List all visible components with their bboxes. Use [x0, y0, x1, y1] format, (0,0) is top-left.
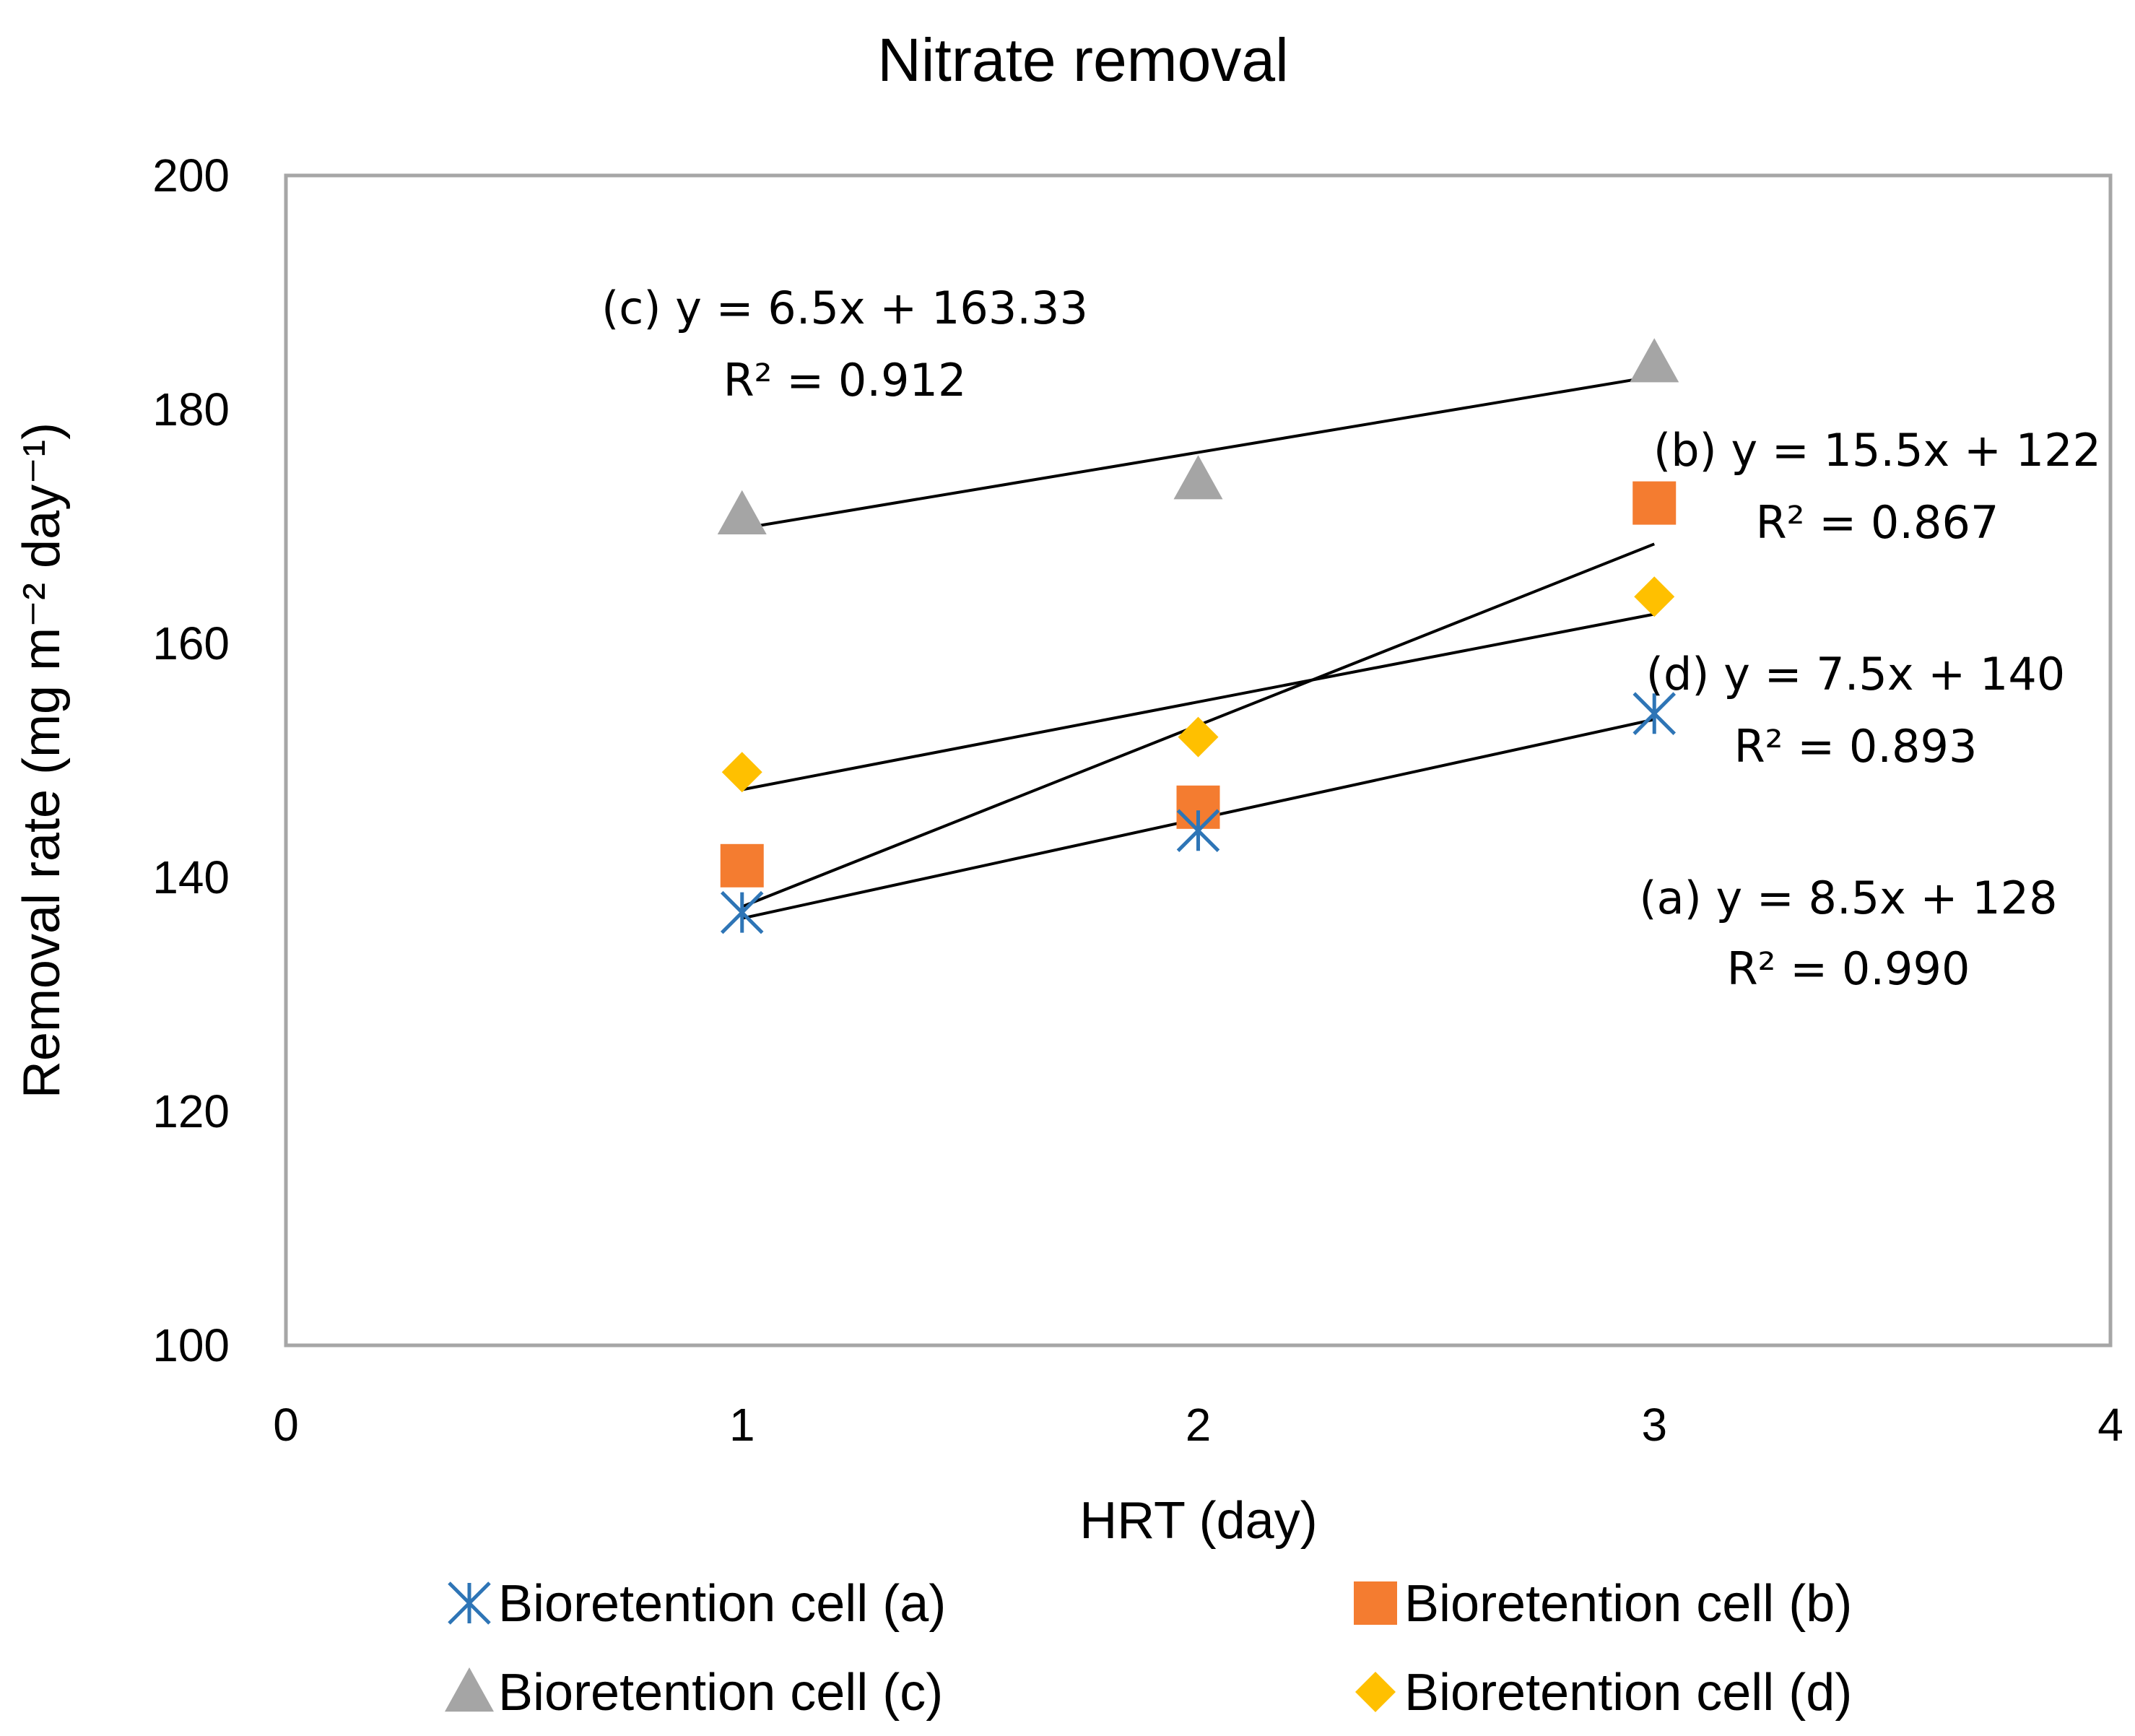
plot-area-frame	[284, 173, 2113, 1347]
equation-a: (a) y = 8.5x + 128 R² = 0.990	[1639, 872, 2057, 995]
y-tick-label: 140	[152, 851, 230, 903]
legend-label-c: Bioretention cell (c)	[498, 1664, 943, 1722]
legend-marker-c	[445, 1667, 494, 1712]
data-point-a	[720, 890, 764, 934]
equation-d-formula: (d) y = 7.5x + 140	[1646, 648, 2066, 700]
x-axis-label: HRT (day)	[1079, 1492, 1317, 1550]
data-point-d	[721, 752, 762, 793]
data-point-b	[720, 843, 764, 887]
legend-marker-d	[1355, 1672, 1396, 1712]
data-point-c	[1173, 455, 1223, 500]
chart-title: Nitrate removal	[877, 26, 1289, 94]
data-point-a	[1176, 809, 1220, 852]
y-tick-label: 100	[152, 1319, 230, 1371]
x-axis-ticks: 0 1 2 3 4	[273, 1399, 2123, 1451]
y-tick-label: 180	[152, 383, 230, 435]
equation-b-formula: (b) y = 15.5x + 122	[1653, 424, 2101, 477]
legend: Bioretention cell (a) Bioretention cell (…	[445, 1575, 1852, 1722]
legend-label-d: Bioretention cell (d)	[1404, 1664, 1852, 1722]
equation-c: (c) y = 6.5x + 163.33 R² = 0.912	[601, 282, 1088, 407]
legend-label-a: Bioretention cell (a)	[498, 1575, 946, 1633]
equation-b: (b) y = 15.5x + 122 R² = 0.867	[1653, 424, 2101, 549]
y-tick-label: 120	[152, 1085, 230, 1137]
legend-marker-a	[448, 1581, 491, 1625]
data-point-d	[1178, 716, 1219, 758]
legend-label-b: Bioretention cell (b)	[1404, 1575, 1852, 1633]
legend-marker-b	[1354, 1581, 1397, 1625]
data-point-d	[1634, 576, 1675, 617]
equation-d: (d) y = 7.5x + 140 R² = 0.893	[1646, 648, 2066, 773]
x-tick-label: 0	[273, 1399, 299, 1451]
data-point-c	[1630, 338, 1679, 383]
data-point-b	[1632, 481, 1677, 525]
x-tick-label: 2	[1186, 1399, 1212, 1451]
equation-d-r2: R² = 0.893	[1734, 720, 1978, 773]
y-axis-ticks: 100 120 140 160 180 200	[152, 149, 230, 1371]
x-tick-label: 4	[2097, 1399, 2123, 1451]
x-tick-label: 1	[729, 1399, 755, 1451]
data-markers	[717, 338, 1679, 934]
y-tick-label: 200	[152, 149, 230, 201]
y-axis-label: Removal rate (mg m⁻² day⁻¹)	[13, 422, 71, 1098]
y-tick-label: 160	[152, 617, 230, 669]
x-tick-label: 3	[1641, 1399, 1667, 1451]
equation-a-r2: R² = 0.990	[1727, 942, 1970, 995]
data-point-c	[717, 490, 767, 534]
equation-c-r2: R² = 0.912	[723, 354, 967, 407]
trendline-d	[742, 612, 1655, 791]
equation-b-r2: R² = 0.867	[1756, 496, 1999, 549]
equation-c-formula: (c) y = 6.5x + 163.33	[601, 282, 1088, 334]
data-point-a	[1632, 692, 1677, 735]
trendline-c	[742, 375, 1655, 530]
equation-a-formula: (a) y = 8.5x + 128	[1639, 872, 2057, 924]
